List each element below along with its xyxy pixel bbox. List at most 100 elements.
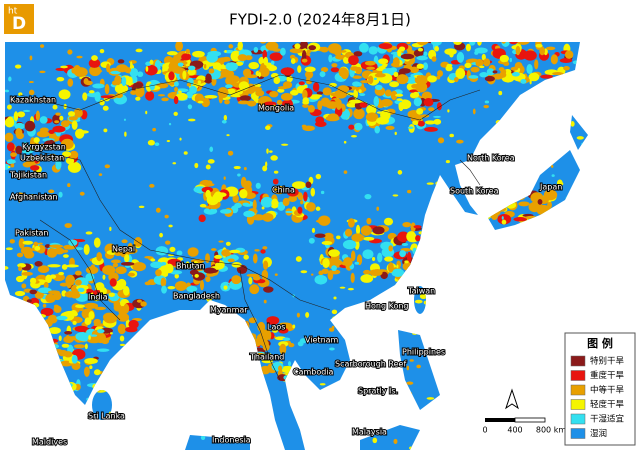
drought-patch [308, 237, 315, 244]
drought-patch [91, 55, 98, 61]
drought-patch [269, 90, 279, 98]
drought-patch [300, 270, 308, 274]
drought-patch [398, 101, 404, 112]
drought-patch [348, 404, 355, 408]
drought-patch [282, 197, 290, 207]
drought-patch [38, 331, 51, 342]
border [39, 219, 121, 321]
drought-patch [355, 224, 361, 235]
place-label: Myanmar [210, 306, 248, 315]
drought-patch [35, 313, 47, 319]
drought-patch [329, 347, 335, 351]
drought-patch [73, 401, 78, 404]
drought-patch [5, 266, 9, 270]
drought-patch [165, 401, 170, 405]
drought-patch [132, 262, 147, 272]
drought-patch [265, 125, 271, 130]
drought-patch [191, 357, 197, 361]
drought-patch [509, 188, 514, 193]
drought-patch [230, 410, 235, 415]
drought-patch [490, 207, 500, 215]
drought-patch [151, 399, 154, 405]
drought-patch [200, 435, 206, 441]
drought-patch [34, 261, 43, 267]
drought-patch [484, 100, 490, 104]
drought-patch [155, 269, 162, 277]
drought-patch [199, 56, 208, 62]
drought-patch [408, 273, 416, 279]
drought-patch [117, 59, 125, 64]
drought-patch [482, 313, 485, 319]
drought-patch [397, 170, 403, 175]
drought-patch [519, 338, 528, 341]
drought-patch [446, 63, 453, 68]
drought-patch [102, 274, 106, 280]
drought-patch [271, 198, 279, 208]
drought-patch [84, 317, 92, 326]
drought-patch [39, 127, 49, 133]
drought-patch [164, 214, 169, 219]
drought-patch [27, 157, 34, 160]
drought-patch [97, 329, 105, 334]
drought-patch [204, 79, 212, 84]
drought-patch [354, 239, 360, 250]
drought-patch [65, 334, 70, 343]
drought-patch [376, 116, 390, 125]
drought-patch [505, 201, 517, 209]
drought-patch [86, 92, 100, 98]
drought-patch [486, 68, 495, 76]
drought-patch [432, 360, 438, 363]
drought-patch [514, 62, 523, 69]
drought-patch [422, 314, 429, 319]
drought-patch [56, 386, 60, 391]
border [459, 159, 481, 186]
drought-patch [417, 47, 424, 52]
drought-patch [29, 55, 33, 61]
drought-patch [269, 52, 283, 61]
drought-patch [237, 373, 249, 384]
drought-patch [364, 323, 373, 327]
place-label: South Korea [450, 187, 499, 196]
drought-patch [512, 193, 517, 200]
drought-patch [10, 163, 15, 168]
drought-patch [272, 185, 286, 195]
drought-patch [314, 233, 326, 238]
drought-patch [314, 274, 328, 285]
drought-patch [248, 62, 260, 70]
borders [19, 74, 481, 381]
drought-patch [63, 254, 69, 258]
drought-patch [354, 261, 360, 265]
drought-patch [507, 186, 517, 194]
drought-patch [21, 283, 27, 289]
drought-patch [507, 191, 513, 203]
drought-patch [354, 122, 363, 131]
drought-patch [71, 362, 81, 371]
drought-patch [294, 50, 298, 53]
drought-patch [359, 42, 369, 53]
drought-patch [240, 325, 246, 337]
drought-patch [387, 262, 394, 273]
drought-patch [200, 390, 205, 394]
drought-patch [219, 209, 232, 214]
drought-patch [343, 257, 353, 267]
drought-patch [114, 251, 122, 257]
drought-patch [99, 99, 105, 106]
drought-patch [174, 81, 179, 87]
drought-patch [92, 383, 99, 390]
drought-patch [194, 273, 199, 278]
drought-patch [555, 442, 558, 448]
drought-patch [251, 214, 266, 221]
legend-swatch [570, 399, 586, 410]
drought-patch [228, 44, 234, 49]
drought-patch [449, 367, 456, 370]
place-label: Malaysia [352, 428, 387, 437]
drought-patch [423, 97, 434, 107]
drought-patch [393, 438, 398, 445]
drought-patch [350, 353, 358, 359]
drought-patch [67, 49, 73, 55]
drought-patch [71, 67, 76, 74]
drought-patch [29, 277, 37, 285]
drought-patch [260, 62, 267, 73]
drought-patch [21, 311, 35, 319]
drought-patch [21, 271, 33, 276]
